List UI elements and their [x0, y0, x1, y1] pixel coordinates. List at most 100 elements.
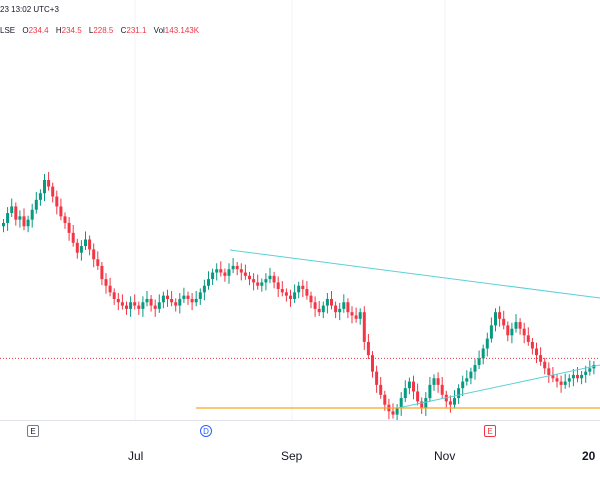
time-tick-label: Nov: [434, 449, 456, 463]
candle: [518, 318, 522, 335]
candle: [407, 377, 411, 395]
candle: [559, 375, 563, 393]
candle: [207, 271, 210, 290]
candle: [354, 307, 358, 323]
candle: [145, 291, 149, 307]
candle: [588, 360, 592, 376]
chart-canvas[interactable]: [0, 0, 600, 421]
candle: [161, 291, 165, 309]
candle: [51, 182, 55, 203]
candle: [309, 291, 313, 309]
candle: [223, 268, 227, 282]
candle: [252, 273, 256, 291]
candle: [43, 174, 46, 202]
candle: [116, 293, 120, 311]
candle: [313, 296, 317, 317]
header-date: 23 13:02 UTC+3: [0, 5, 59, 14]
candle: [47, 172, 51, 191]
open-label: O: [22, 26, 29, 35]
candle: [481, 344, 485, 365]
close-label: C: [120, 26, 127, 35]
candle: [100, 261, 104, 286]
candle: [284, 288, 288, 302]
candle: [457, 384, 461, 405]
candle: [530, 337, 534, 355]
candle: [477, 350, 481, 370]
low-value: 228.5: [93, 26, 114, 35]
candle: [239, 263, 243, 281]
candle: [202, 279, 206, 301]
trendline-lower[interactable]: [397, 364, 600, 409]
dividend-event-icon[interactable]: D: [200, 425, 212, 437]
candle: [489, 317, 493, 343]
candle: [563, 373, 567, 389]
high-value: 234.5: [61, 26, 82, 35]
candle: [71, 224, 75, 247]
candle: [6, 207, 10, 231]
time-axis[interactable]: E D E Jul Sep Nov 20: [0, 420, 600, 500]
candle: [231, 257, 235, 274]
candle: [506, 321, 510, 342]
candle: [280, 281, 284, 297]
candle: [473, 359, 477, 380]
candle: [584, 365, 588, 383]
candle: [59, 198, 63, 221]
candle: [149, 294, 153, 312]
candle: [112, 288, 116, 305]
candle: [26, 215, 30, 233]
candle: [469, 367, 473, 385]
candle: [256, 274, 260, 290]
candle: [567, 374, 571, 388]
close-value: 231.1: [126, 26, 147, 35]
candle: [55, 190, 59, 215]
candle: [580, 370, 584, 385]
time-tick-label: Sep: [281, 449, 303, 463]
candle: [301, 279, 305, 297]
candle: [120, 294, 124, 310]
candle: [485, 332, 489, 357]
candle: [379, 376, 383, 399]
candle: [272, 271, 276, 289]
candle: [293, 284, 297, 303]
candle: [276, 276, 280, 297]
candle: [194, 291, 198, 307]
candle: [170, 291, 174, 307]
candle: [67, 217, 71, 241]
candle: [346, 298, 350, 319]
earnings-event-icon[interactable]: E: [27, 425, 39, 437]
exchange-label: LSE: [0, 26, 16, 35]
volume-value: 143.143K: [164, 26, 200, 35]
candle: [424, 392, 428, 416]
candle: [198, 288, 202, 305]
candle: [22, 208, 26, 231]
candle: [342, 294, 346, 313]
candle: [108, 277, 112, 297]
candle: [526, 327, 530, 346]
candle: [14, 202, 18, 226]
candle: [174, 298, 178, 312]
candle: [514, 314, 518, 333]
candle: [133, 294, 137, 310]
candle: [157, 294, 161, 313]
candle: [330, 291, 333, 310]
candle: [248, 271, 251, 286]
candle: [391, 403, 395, 419]
candle: [305, 281, 309, 300]
candle: [30, 203, 34, 228]
earnings-event-icon[interactable]: E: [484, 425, 496, 437]
chart-grid: [134, 0, 446, 420]
candle: [539, 347, 543, 366]
trendline-upper[interactable]: [229, 249, 600, 299]
candle: [153, 299, 157, 317]
candle: [182, 287, 186, 303]
candle: [219, 261, 223, 277]
high-label: H: [55, 26, 62, 35]
candle: [79, 240, 83, 261]
candle: [543, 357, 547, 375]
candle: [461, 375, 465, 397]
candle: [412, 375, 415, 400]
candle: [186, 291, 190, 305]
candle: [366, 333, 370, 360]
candle: [137, 301, 141, 315]
